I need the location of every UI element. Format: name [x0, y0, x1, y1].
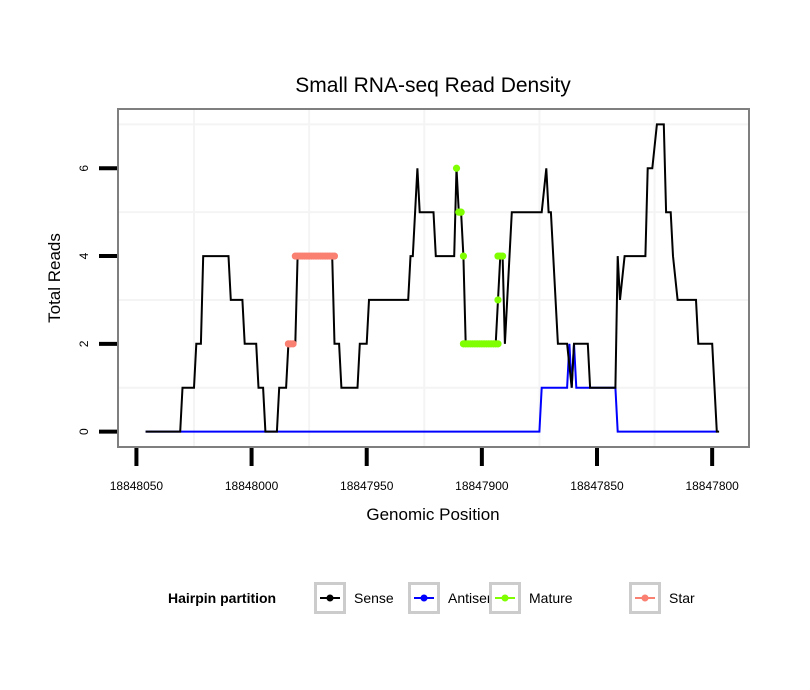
series-line-sense — [145, 123, 720, 433]
data-point-mature — [494, 296, 502, 304]
x-axis: 18848050 18848000 18847950 18847900 18847850… — [110, 448, 739, 493]
series-layer — [145, 123, 720, 433]
plot-border — [117, 108, 750, 448]
x-tick-label: 18848000 — [225, 479, 279, 493]
x-tick-label: 18847800 — [685, 479, 739, 493]
legend-item-mature: Mature — [489, 582, 573, 614]
data-point-star — [330, 252, 339, 260]
x-tick-label: 18847850 — [570, 479, 624, 493]
y-tick-label: 0 — [77, 428, 91, 435]
legend: Hairpin partition Sense Antisense Mature St… — [168, 582, 695, 614]
data-point-star — [289, 340, 297, 348]
legend-item-sense: Sense — [314, 582, 394, 614]
grid-lines — [118, 109, 749, 447]
y-tick-label: 2 — [77, 340, 91, 347]
legend-key-point — [641, 594, 649, 602]
legend-item-star: Star — [629, 582, 695, 614]
legend-label: Mature — [529, 590, 573, 606]
legend-key-point — [420, 594, 428, 602]
y-tick-label: 6 — [77, 165, 91, 172]
y-axis: 0 2 4 6 — [77, 165, 117, 435]
y-tick-label: 4 — [77, 252, 91, 259]
data-point-mature — [457, 208, 465, 216]
legend-title: Hairpin partition — [168, 590, 276, 606]
chart-title: Small RNA-seq Read Density — [295, 74, 571, 97]
data-point-mature — [452, 164, 461, 172]
data-point-mature — [498, 252, 507, 260]
data-point-mature — [494, 340, 502, 348]
y-axis-title: Total Reads — [45, 233, 64, 323]
plot-background — [118, 109, 749, 447]
plot-panel — [118, 109, 749, 447]
x-tick-label: 18847900 — [455, 479, 509, 493]
x-tick-label: 18848050 — [110, 479, 164, 493]
legend-label: Star — [669, 590, 695, 606]
data-point-mature — [459, 252, 468, 260]
legend-key-point — [326, 594, 334, 602]
x-tick-label: 18847950 — [340, 479, 394, 493]
legend-key-point — [501, 594, 509, 602]
x-axis-title: Genomic Position — [366, 505, 499, 524]
legend-label: Sense — [354, 590, 394, 606]
